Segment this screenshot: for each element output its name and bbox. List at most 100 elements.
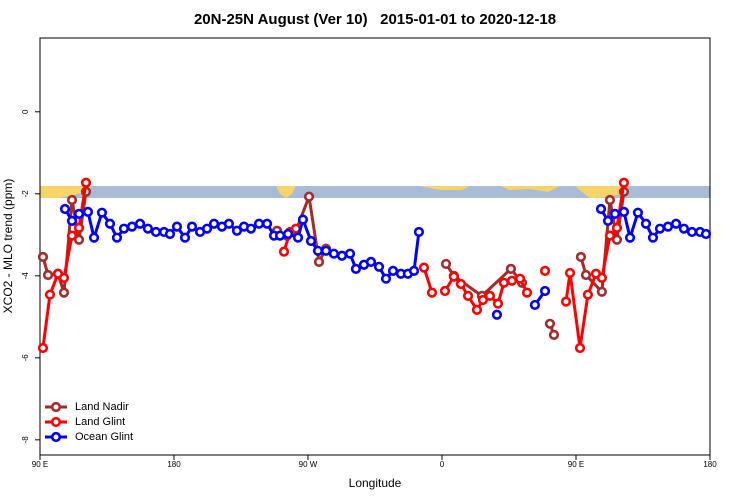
point [498,277,510,288]
point [426,287,438,298]
point [344,248,356,259]
point [73,208,85,220]
point [201,223,213,234]
point [580,269,592,281]
point [150,226,162,238]
point [297,214,309,225]
legend-label: Land Nadir [75,401,129,413]
point [455,278,467,290]
point [582,289,594,300]
point [596,286,608,297]
legend-label: Ocean Glint [75,431,133,443]
point [320,245,332,256]
point [408,265,420,276]
point [292,232,304,243]
point [111,232,123,243]
point [365,256,377,267]
point [42,269,54,281]
point [134,218,146,229]
x-axis-label: Longitude [349,476,402,490]
point [66,230,78,241]
point [282,228,294,240]
point [624,232,636,243]
point [336,250,348,261]
series [59,203,712,320]
point [305,235,317,247]
x-tick-label: 180 [703,460,717,469]
point [564,267,576,279]
x-tick-label: 180 [167,460,181,469]
point [604,230,616,241]
point [462,290,474,302]
point [611,222,623,233]
point [96,207,108,218]
point [662,221,674,232]
point [303,191,315,202]
y-axis-label: XCO2 - MLO trend (ppm) [1,179,15,314]
point [440,258,452,270]
point [387,265,399,276]
point [609,208,621,220]
x-tick-label: 0 [440,460,445,469]
point [104,218,116,229]
point [548,329,560,340]
y-tick-label: -4 [21,272,30,280]
point [539,285,551,297]
y-tick-label: 0 [21,109,30,114]
point [37,251,49,263]
point [253,218,265,229]
point [574,342,586,354]
point [73,222,85,233]
point [59,203,71,215]
point [539,265,551,276]
point [514,273,526,284]
y-tick-label: -2 [21,190,30,198]
point [186,221,198,232]
point [602,215,614,226]
point [373,261,385,272]
legend-marker [50,401,62,413]
point [560,296,572,307]
point [632,207,644,218]
point [313,256,325,267]
plot-frame [39,37,711,456]
point [640,218,652,229]
point [208,218,220,229]
point [66,194,78,206]
point [448,271,460,282]
point [670,218,682,229]
point [80,177,92,188]
point [505,263,517,274]
point [618,177,630,188]
legend-marker [50,416,62,428]
point [611,234,623,245]
point [604,194,616,206]
x-tick-label: 90 E [568,460,584,469]
point [179,232,191,243]
y-tick-label: -6 [21,354,30,362]
point [261,218,273,229]
point [231,225,243,236]
point [73,234,85,245]
point [647,232,659,243]
point [678,223,690,234]
point [58,287,70,298]
point [142,223,154,234]
point [164,228,176,240]
legend-label: Land Glint [75,416,125,428]
point [278,246,290,257]
series [37,186,630,340]
point [88,232,100,243]
x-tick-label: 90 E [32,460,48,469]
point [492,298,504,309]
point [350,263,362,274]
y-tick-label: -8 [21,436,30,444]
point [328,248,340,259]
point [439,285,451,297]
point [477,294,489,306]
point [58,272,70,283]
point [544,318,556,329]
point [506,275,518,286]
map-strip [40,186,710,198]
point [521,287,533,298]
